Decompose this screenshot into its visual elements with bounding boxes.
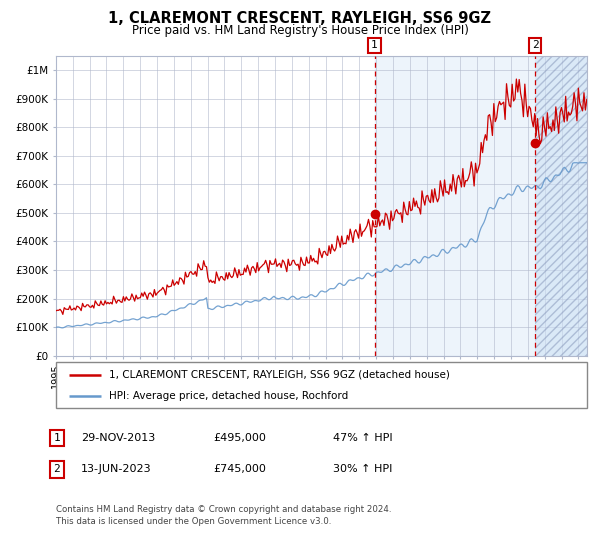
Text: 1: 1 — [53, 433, 61, 443]
Text: Price paid vs. HM Land Registry's House Price Index (HPI): Price paid vs. HM Land Registry's House … — [131, 24, 469, 36]
Text: 2: 2 — [532, 40, 539, 50]
Text: HPI: Average price, detached house, Rochford: HPI: Average price, detached house, Roch… — [109, 391, 348, 401]
Text: 29-NOV-2013: 29-NOV-2013 — [81, 433, 155, 443]
Text: 2: 2 — [53, 464, 61, 474]
Bar — [535, 56, 587, 356]
Text: £495,000: £495,000 — [213, 433, 266, 443]
Text: 1, CLAREMONT CRESCENT, RAYLEIGH, SS6 9GZ (detached house): 1, CLAREMONT CRESCENT, RAYLEIGH, SS6 9GZ… — [109, 370, 450, 380]
Bar — [374, 56, 587, 356]
Text: 13-JUN-2023: 13-JUN-2023 — [81, 464, 152, 474]
FancyBboxPatch shape — [56, 362, 587, 408]
Text: 30% ↑ HPI: 30% ↑ HPI — [333, 464, 392, 474]
Text: 1: 1 — [371, 40, 378, 50]
Text: 47% ↑ HPI: 47% ↑ HPI — [333, 433, 392, 443]
Text: 1, CLAREMONT CRESCENT, RAYLEIGH, SS6 9GZ: 1, CLAREMONT CRESCENT, RAYLEIGH, SS6 9GZ — [109, 11, 491, 26]
Text: £745,000: £745,000 — [213, 464, 266, 474]
Text: Contains HM Land Registry data © Crown copyright and database right 2024.
This d: Contains HM Land Registry data © Crown c… — [56, 505, 391, 526]
